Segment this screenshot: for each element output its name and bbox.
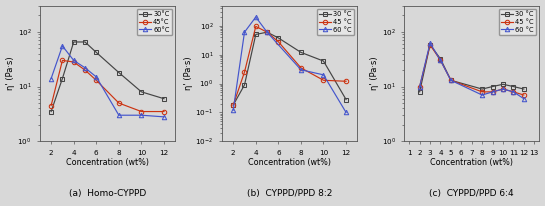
Line: 45°C: 45°C: [49, 58, 166, 114]
30 °C: [343, 98, 349, 101]
30°C: [48, 110, 54, 113]
Y-axis label: η' (Pa·s): η' (Pa·s): [5, 57, 15, 90]
Legend: 30°C, 45°C, 60°C: 30°C, 45°C, 60°C: [137, 9, 172, 35]
Line: 45 °C: 45 °C: [417, 42, 526, 97]
60 °C: [241, 31, 248, 33]
30 °C: [275, 37, 282, 39]
45 °C: [241, 71, 248, 73]
60 °C: [298, 69, 304, 71]
45 °C: [343, 80, 349, 83]
60 °C: [230, 109, 237, 111]
45 °C: [416, 85, 423, 88]
30 °C: [520, 88, 527, 90]
30 °C: [252, 33, 259, 36]
30°C: [138, 91, 144, 93]
60 °C: [510, 91, 517, 93]
30°C: [59, 77, 66, 80]
Line: 60°C: 60°C: [49, 44, 166, 119]
30 °C: [416, 91, 423, 93]
60°C: [116, 114, 122, 116]
45 °C: [520, 94, 527, 96]
30 °C: [510, 85, 517, 88]
60 °C: [520, 97, 527, 100]
Text: (a)  Homo-CYPPD: (a) Homo-CYPPD: [69, 189, 146, 198]
Line: 30 °C: 30 °C: [417, 42, 526, 94]
45°C: [82, 69, 88, 71]
30 °C: [447, 79, 454, 82]
45 °C: [437, 59, 444, 62]
30 °C: [320, 60, 327, 62]
45 °C: [447, 79, 454, 82]
Line: 60 °C: 60 °C: [231, 15, 348, 115]
Y-axis label: η' (Pa·s): η' (Pa·s): [184, 57, 192, 90]
30 °C: [298, 51, 304, 54]
X-axis label: Concentration (wt%): Concentration (wt%): [430, 158, 513, 167]
30 °C: [500, 83, 506, 85]
30 °C: [241, 84, 248, 86]
60°C: [82, 67, 88, 69]
45 °C: [500, 88, 506, 90]
45 °C: [510, 91, 517, 93]
60 °C: [479, 94, 486, 96]
Legend: 30 °C, 45 °C, 60 °C: 30 °C, 45 °C, 60 °C: [317, 9, 354, 35]
45 °C: [320, 79, 327, 82]
30°C: [116, 71, 122, 74]
60°C: [48, 77, 54, 80]
45°C: [161, 110, 167, 113]
60°C: [138, 114, 144, 116]
45 °C: [252, 25, 259, 28]
Line: 60 °C: 60 °C: [417, 41, 526, 101]
60 °C: [252, 16, 259, 18]
60 °C: [343, 111, 349, 114]
45 °C: [230, 104, 237, 106]
X-axis label: Concentration (wt%): Concentration (wt%): [66, 158, 149, 167]
Y-axis label: η' (Pa·s): η' (Pa·s): [370, 57, 379, 90]
30 °C: [479, 88, 486, 90]
60°C: [59, 45, 66, 47]
45 °C: [427, 43, 433, 46]
60 °C: [264, 31, 270, 33]
60°C: [70, 59, 77, 62]
60°C: [93, 76, 100, 78]
60 °C: [447, 79, 454, 82]
60 °C: [427, 42, 433, 44]
Line: 30 °C: 30 °C: [231, 30, 348, 107]
Text: (c)  CYPPD/PPD 6:4: (c) CYPPD/PPD 6:4: [429, 189, 514, 198]
Line: 30°C: 30°C: [49, 40, 166, 114]
30°C: [93, 51, 100, 54]
45°C: [70, 61, 77, 63]
60 °C: [416, 85, 423, 88]
45 °C: [264, 31, 270, 33]
45°C: [93, 79, 100, 82]
45 °C: [298, 67, 304, 69]
45°C: [116, 102, 122, 104]
60 °C: [320, 74, 327, 76]
45°C: [138, 110, 144, 113]
45 °C: [275, 41, 282, 43]
Line: 45 °C: 45 °C: [231, 24, 348, 107]
30 °C: [427, 43, 433, 46]
30°C: [161, 97, 167, 100]
30°C: [82, 41, 88, 43]
45 °C: [479, 91, 486, 93]
45°C: [48, 104, 54, 107]
60°C: [161, 116, 167, 118]
45 °C: [489, 91, 496, 93]
30 °C: [264, 31, 270, 33]
60 °C: [489, 91, 496, 93]
45°C: [59, 59, 66, 62]
60 °C: [437, 59, 444, 62]
30 °C: [437, 58, 444, 60]
30 °C: [489, 85, 496, 88]
30 °C: [230, 104, 237, 106]
Text: (b)  CYPPD/PPD 8:2: (b) CYPPD/PPD 8:2: [247, 189, 332, 198]
X-axis label: Concentration (wt%): Concentration (wt%): [248, 158, 331, 167]
30°C: [70, 41, 77, 43]
60 °C: [500, 88, 506, 90]
Legend: 30 °C, 45 °C, 60 °C: 30 °C, 45 °C, 60 °C: [499, 9, 536, 35]
